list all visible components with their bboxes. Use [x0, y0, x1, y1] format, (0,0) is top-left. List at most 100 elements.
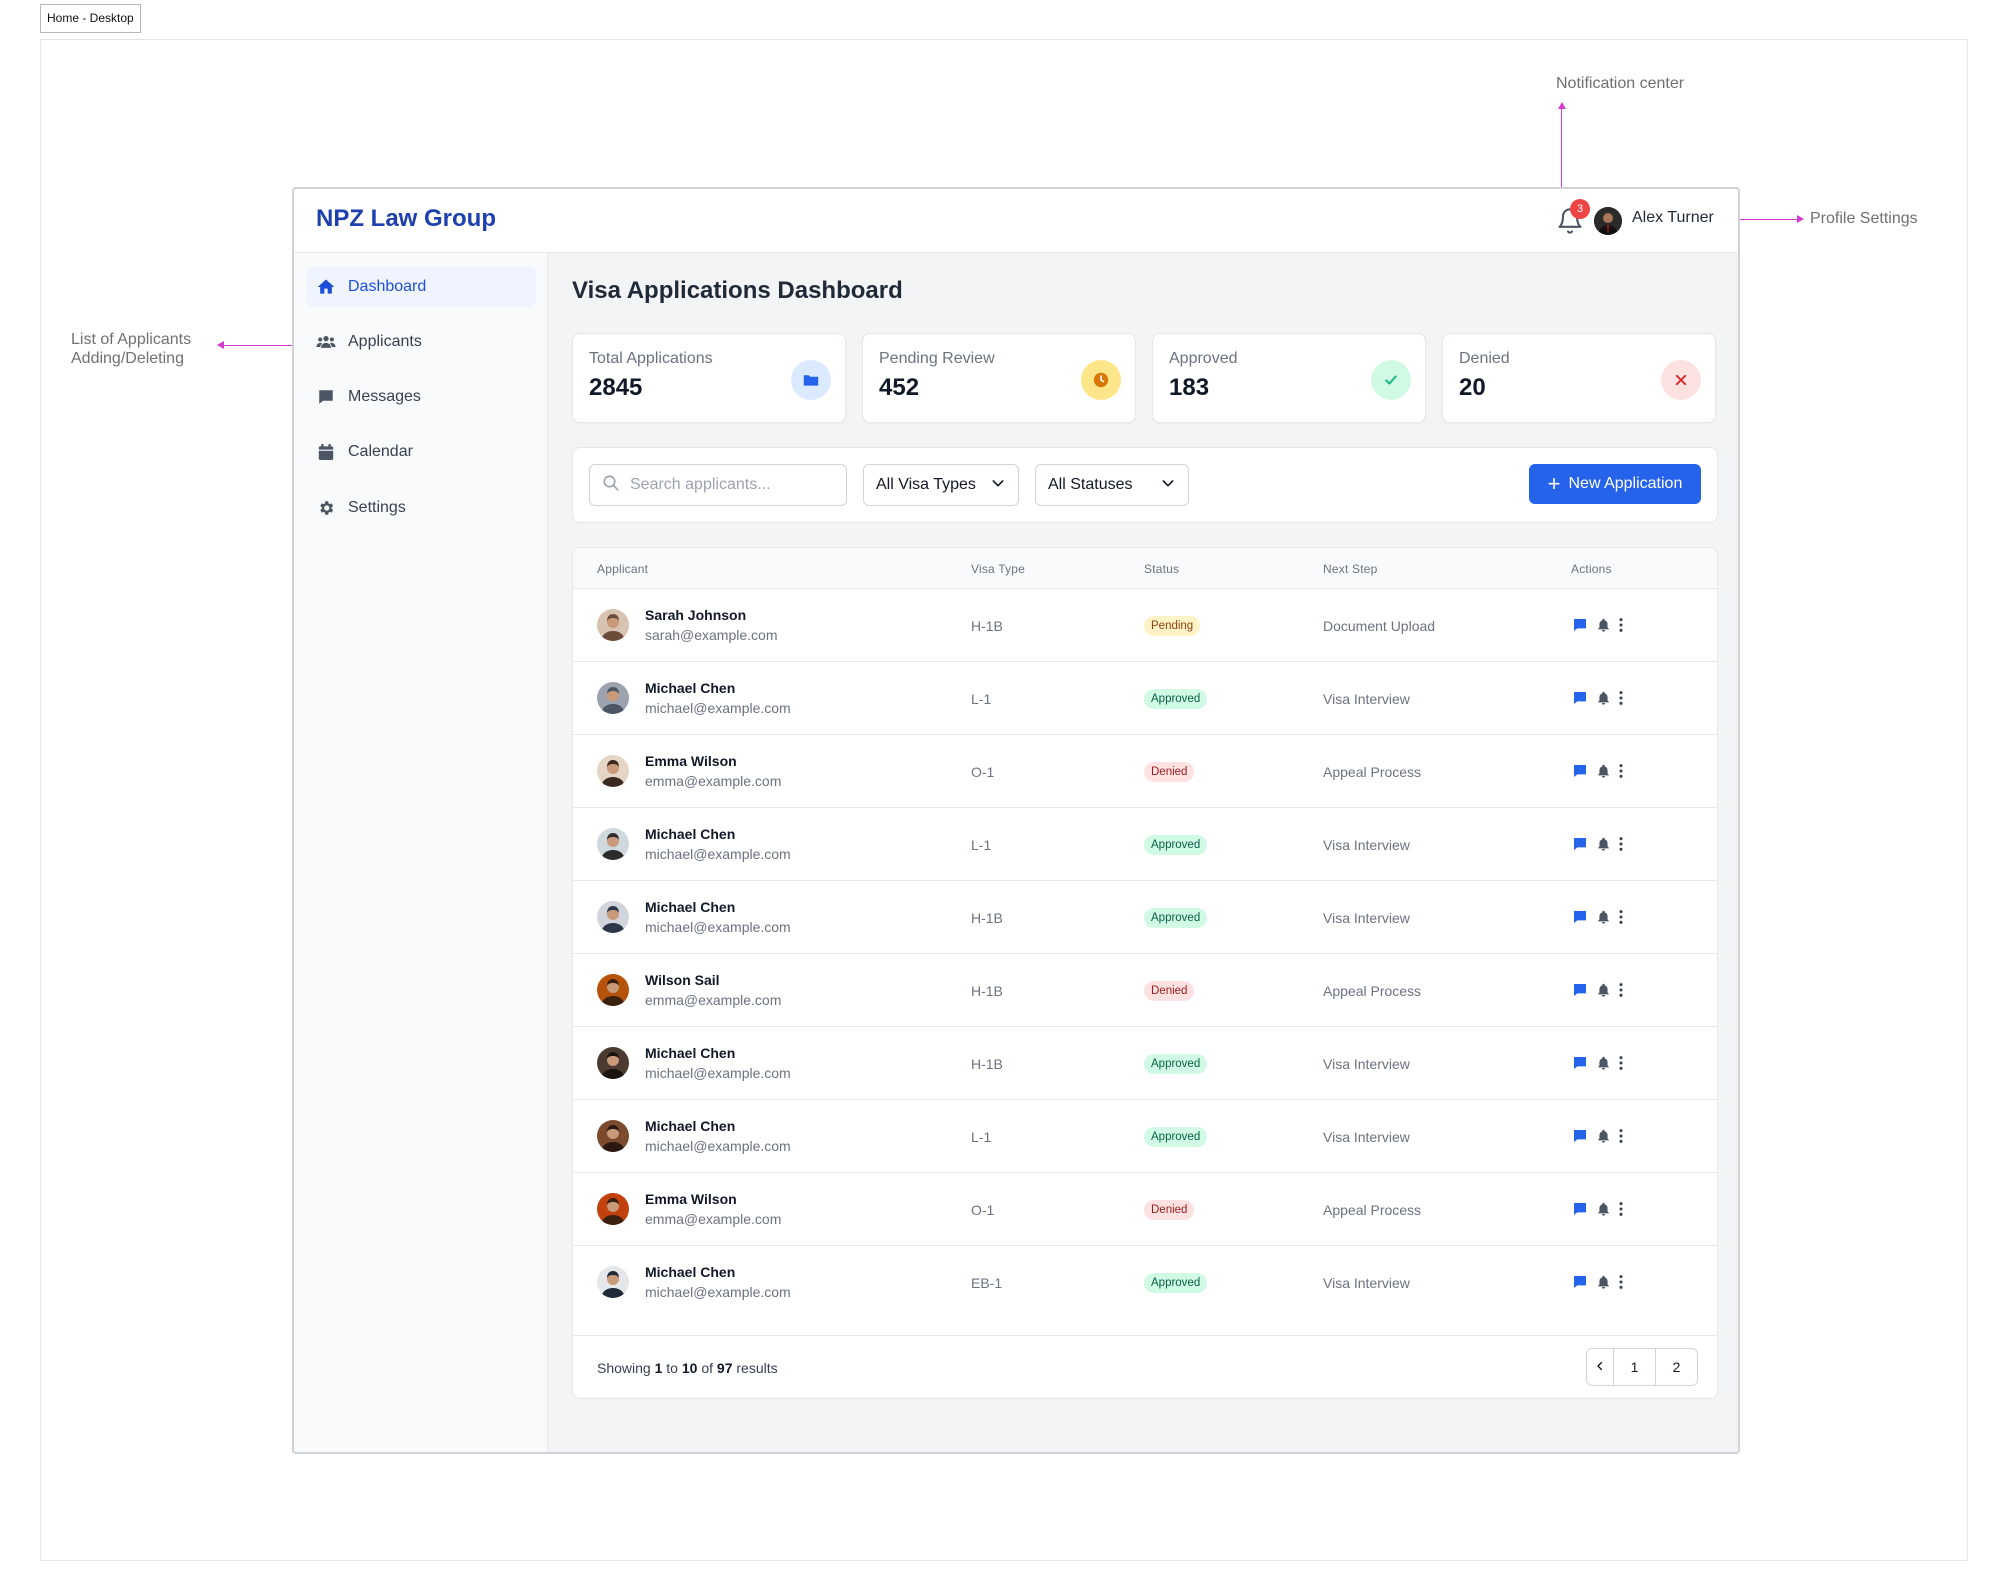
message-icon[interactable]: [1571, 762, 1589, 780]
more-vertical-icon[interactable]: [1612, 835, 1630, 853]
page-1-button[interactable]: 1: [1613, 1349, 1655, 1385]
check-icon: [1371, 360, 1411, 400]
stat-label: Approved: [1169, 350, 1238, 367]
bell-icon[interactable]: [1594, 981, 1612, 999]
table-row[interactable]: Emma Wilson emma@example.com O-1 Denied Appe…: [573, 734, 1717, 807]
bell-icon[interactable]: [1594, 689, 1612, 707]
avatar: [597, 828, 629, 860]
table-row[interactable]: Michael Chen michael@example.com L-1 Approv…: [573, 1099, 1717, 1172]
stat-value: 183: [1169, 374, 1210, 401]
applicant-name[interactable]: Emma Wilson: [645, 1191, 737, 1207]
more-vertical-icon[interactable]: [1612, 689, 1630, 707]
table-row[interactable]: Michael Chen michael@example.com EB-1 Appro…: [573, 1245, 1717, 1318]
applicant-name[interactable]: Michael Chen: [645, 1118, 736, 1134]
range-from: 1: [654, 1360, 663, 1376]
applicant-name[interactable]: Michael Chen: [645, 1045, 736, 1061]
stat-label: Denied: [1459, 350, 1510, 367]
next-step: Visa Interview: [1323, 910, 1410, 926]
avatar: [597, 609, 629, 641]
sidebar-item-label: Calendar: [348, 443, 413, 460]
message-icon[interactable]: [1571, 908, 1589, 926]
status-badge: Denied: [1144, 1200, 1195, 1220]
bell-icon[interactable]: [1594, 1127, 1612, 1145]
message-icon[interactable]: [1571, 835, 1589, 853]
message-icon[interactable]: [1571, 616, 1589, 634]
more-vertical-icon[interactable]: [1612, 616, 1630, 634]
filter-bar: All Visa Types All Statuses + New Applic…: [572, 447, 1718, 523]
sidebar-item-messages[interactable]: Messages: [306, 377, 536, 417]
bell-icon[interactable]: [1594, 1273, 1612, 1291]
bell-icon[interactable]: [1594, 762, 1612, 780]
bell-icon[interactable]: [1594, 1054, 1612, 1072]
visa-type-value: All Visa Types: [876, 476, 976, 493]
stat-value: 2845: [589, 374, 643, 401]
more-vertical-icon[interactable]: [1612, 1200, 1630, 1218]
sidebar-item-applicants[interactable]: Applicants: [306, 322, 536, 362]
table-row[interactable]: Michael Chen michael@example.com L-1 Approv…: [573, 661, 1717, 734]
visa-type: H-1B: [971, 910, 1003, 926]
sidebar-item-settings[interactable]: Settings: [306, 488, 536, 528]
frame-border: [40, 39, 1968, 1561]
applicant-email: michael@example.com: [645, 1065, 791, 1081]
applicant-name[interactable]: Wilson Sail: [645, 972, 720, 988]
more-vertical-icon[interactable]: [1612, 1054, 1630, 1072]
column-header-visa-type[interactable]: Visa Type: [971, 562, 1026, 576]
user-avatar[interactable]: [1594, 207, 1622, 235]
table-row[interactable]: Michael Chen michael@example.com H-1B Appro…: [573, 1026, 1717, 1099]
table-row[interactable]: Sarah Johnson sarah@example.com H-1B Pendin…: [573, 588, 1717, 661]
more-vertical-icon[interactable]: [1612, 1127, 1630, 1145]
bell-icon[interactable]: [1594, 908, 1612, 926]
message-icon[interactable]: [1571, 981, 1589, 999]
more-vertical-icon[interactable]: [1612, 908, 1630, 926]
pagination: 1 2: [1586, 1348, 1698, 1386]
column-header-applicant[interactable]: Applicant: [597, 562, 649, 576]
sidebar-item-calendar[interactable]: Calendar: [306, 432, 536, 472]
x-icon: [1661, 360, 1701, 400]
more-vertical-icon[interactable]: [1612, 762, 1630, 780]
avatar: [597, 1193, 629, 1225]
applicant-name[interactable]: Michael Chen: [645, 680, 736, 696]
more-vertical-icon[interactable]: [1612, 1273, 1630, 1291]
table-row[interactable]: Emma Wilson emma@example.com O-1 Denied Appe…: [573, 1172, 1717, 1245]
table-row[interactable]: Wilson Sail emma@example.com H-1B Denied App…: [573, 953, 1717, 1026]
more-vertical-icon[interactable]: [1612, 981, 1630, 999]
new-application-button[interactable]: + New Application: [1529, 464, 1701, 504]
avatar: [597, 755, 629, 787]
bell-icon[interactable]: [1594, 616, 1612, 634]
message-icon[interactable]: [1571, 1200, 1589, 1218]
status-badge: Denied: [1144, 981, 1195, 1001]
page-2-button[interactable]: 2: [1655, 1349, 1697, 1385]
stat-label: Pending Review: [879, 350, 995, 367]
message-icon[interactable]: [1571, 689, 1589, 707]
table-row[interactable]: Michael Chen michael@example.com L-1 Approv…: [573, 807, 1717, 880]
brand-logo[interactable]: NPZ Law Group: [316, 205, 496, 232]
message-icon[interactable]: [1571, 1273, 1589, 1291]
status-value: All Statuses: [1048, 476, 1133, 493]
sidebar-item-dashboard[interactable]: Dashboard: [306, 267, 536, 307]
bell-icon[interactable]: [1594, 835, 1612, 853]
column-header-next-step[interactable]: Next Step: [1323, 562, 1378, 576]
prev-page-button[interactable]: [1587, 1349, 1613, 1385]
table-row[interactable]: Michael Chen michael@example.com H-1B Appro…: [573, 880, 1717, 953]
annotation-line: [1561, 108, 1562, 190]
applicant-email: emma@example.com: [645, 773, 782, 789]
sidebar-item-label: Applicants: [348, 333, 422, 350]
column-header-status[interactable]: Status: [1144, 562, 1180, 576]
avatar: [597, 901, 629, 933]
applicant-name[interactable]: Emma Wilson: [645, 753, 737, 769]
applicant-name[interactable]: Sarah Johnson: [645, 607, 747, 623]
status-badge: Denied: [1144, 762, 1195, 782]
applicant-name[interactable]: Michael Chen: [645, 1264, 736, 1280]
applicant-name[interactable]: Michael Chen: [645, 826, 736, 842]
user-name[interactable]: Alex Turner: [1632, 209, 1714, 226]
message-icon[interactable]: [1571, 1127, 1589, 1145]
applicant-name[interactable]: Michael Chen: [645, 899, 736, 915]
status-select[interactable]: All Statuses: [1035, 464, 1189, 506]
status-badge: Approved: [1144, 1273, 1208, 1293]
applicant-email: emma@example.com: [645, 1211, 782, 1227]
bell-icon[interactable]: [1594, 1200, 1612, 1218]
search-input[interactable]: [630, 476, 830, 494]
message-icon[interactable]: [1571, 1054, 1589, 1072]
status-badge: Approved: [1144, 689, 1208, 709]
visa-type-select[interactable]: All Visa Types: [863, 464, 1019, 506]
